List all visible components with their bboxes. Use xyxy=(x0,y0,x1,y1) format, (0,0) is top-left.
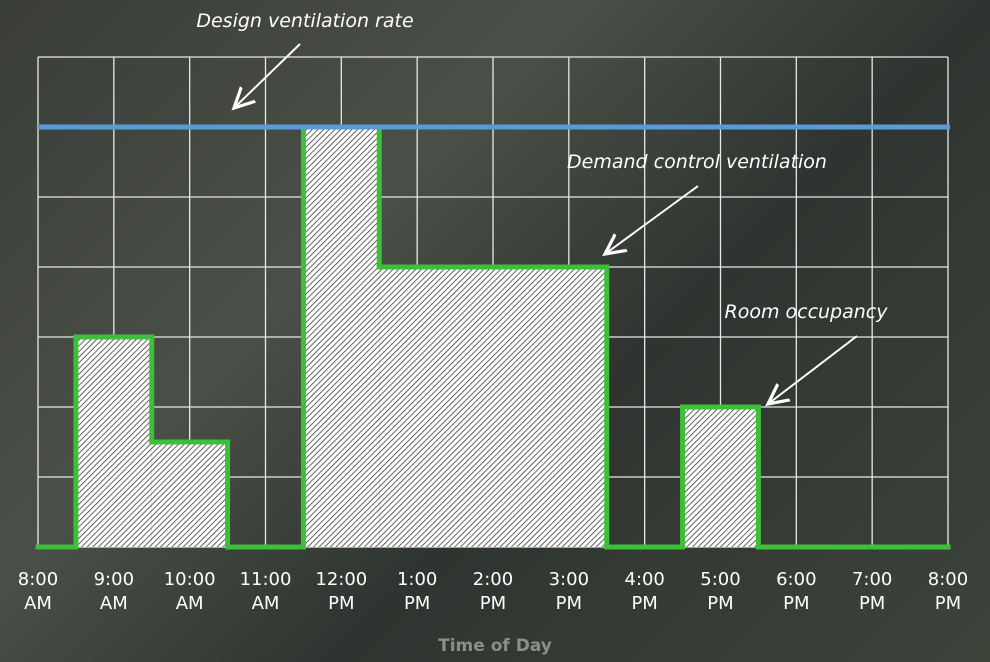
occupancy-area xyxy=(379,267,607,547)
x-tick-label: 2:00 PM xyxy=(472,569,514,614)
x-tick-label: 6:00 PM xyxy=(776,569,817,614)
arrow xyxy=(234,43,301,108)
x-tick-label: 11:00 AM xyxy=(239,569,292,614)
reference-label: Design ventilation rate xyxy=(196,10,413,32)
x-tick-label: 10:00 AM xyxy=(163,569,216,614)
occupancy-area xyxy=(303,127,380,547)
occupancy-area xyxy=(75,337,152,547)
x-tick-label: 1:00 PM xyxy=(396,569,438,614)
x-tick-label: 5:00 PM xyxy=(700,569,741,614)
x-tick-label: 12:00 PM xyxy=(315,569,368,614)
x-tick-label: 7:00 PM xyxy=(851,569,893,614)
occupancy-area xyxy=(151,442,228,547)
x-tick-label: 8:00 PM xyxy=(927,569,969,614)
annotation: Room occupancy xyxy=(725,301,889,323)
x-tick-label: 4:00 PM xyxy=(624,569,665,614)
arrow xyxy=(605,185,699,254)
occupancy-area xyxy=(682,407,759,547)
x-axis-title: Time of Day xyxy=(438,636,552,656)
x-tick-label: 9:00 AM xyxy=(93,569,135,614)
arrow xyxy=(768,335,858,404)
annotation: Demand control ventilation xyxy=(567,151,827,173)
x-tick-label: 3:00 PM xyxy=(548,569,590,614)
x-tick-label: 8:00 AM xyxy=(17,569,59,614)
